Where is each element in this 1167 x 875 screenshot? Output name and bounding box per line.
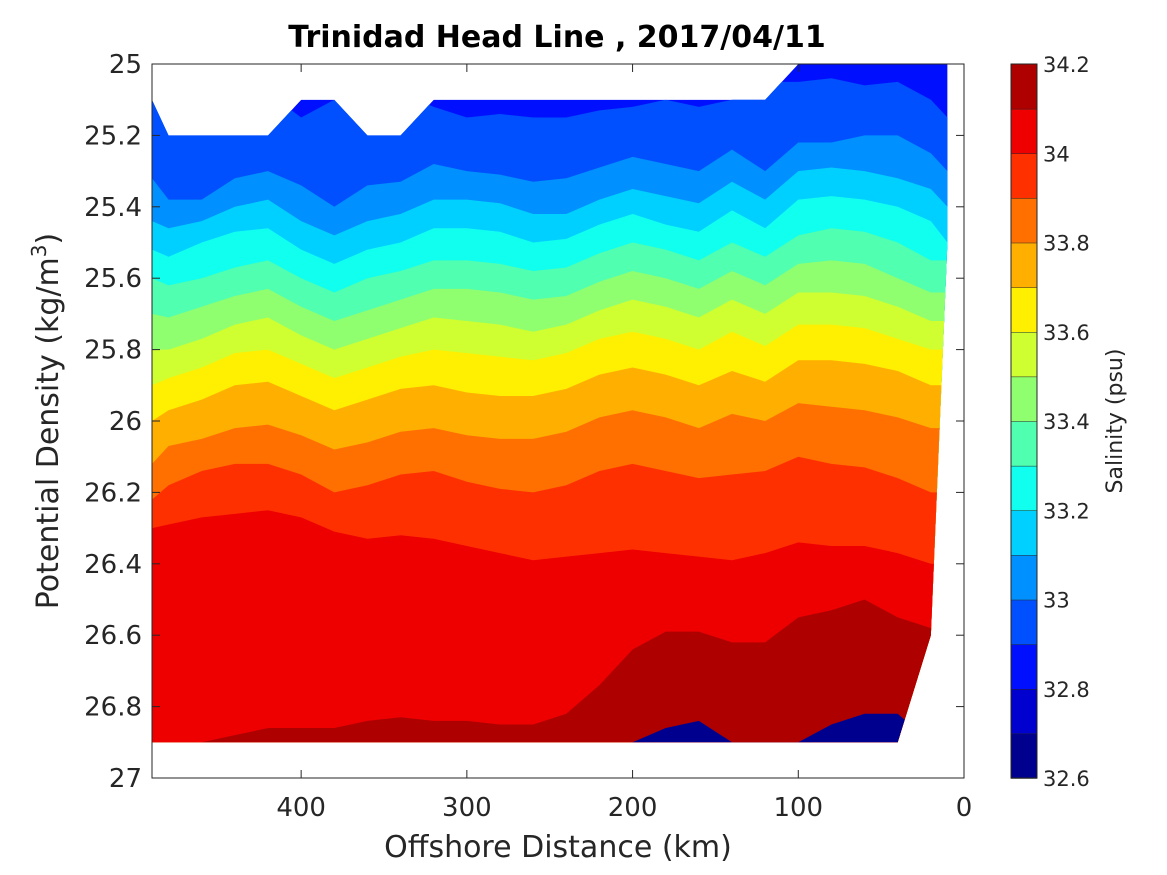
contour-band-34.1 [152, 599, 948, 743]
colorbar-swatch-33.8 [1010, 197, 1038, 244]
colorbar-swatch-33.6 [1010, 286, 1038, 333]
x-tick-label: 400 [276, 793, 326, 823]
y-axis-label: Potential Density (kg/m3) [27, 233, 66, 609]
x-tick-label: 300 [442, 793, 492, 823]
plot-area: 400 300 200 100 0 25 25.2 25.4 25.6 25.8 26 26.2 26… [84, 50, 972, 823]
x-tick-label: 200 [608, 793, 658, 823]
colorbar-swatch-32.9 [1010, 599, 1038, 645]
y-tick-label: 26.4 [84, 550, 142, 580]
y-tick-label: 26.8 [84, 693, 142, 723]
colorbar-swatch-33.9 [1010, 153, 1038, 199]
colorbar-swatch-32.8 [1010, 643, 1038, 690]
colorbar-tick-label: 33.8 [1043, 232, 1090, 256]
y-tick-label: 25.6 [84, 264, 142, 294]
colorbar-tick-label: 33.4 [1043, 410, 1090, 434]
colorbar-swatch-32.6 [1010, 733, 1038, 779]
colorbar-swatches [1010, 63, 1038, 779]
colorbar-swatch-33.1 [1010, 510, 1038, 556]
y-axis-label-suffix: ) [31, 233, 66, 245]
y-tick-label: 26.6 [84, 621, 142, 651]
colorbar-swatch-33.2 [1010, 465, 1038, 511]
colorbar-tick-label: 32.8 [1043, 678, 1090, 702]
colorbar-tick-label: 33.2 [1043, 499, 1090, 523]
colorbar-swatch-33.5 [1010, 331, 1038, 378]
colorbar-swatch-33.3 [1010, 420, 1038, 467]
colorbar-label: Salinity (psu) [1103, 349, 1128, 494]
colorbar-frame [1010, 63, 1038, 779]
x-tick-label: 100 [773, 793, 823, 823]
colorbar-tick-label: 34 [1043, 142, 1070, 166]
colorbar: 32.6 32.8 33 33.2 33.4 33.6 33.8 34 34.2 Salinit… [1010, 53, 1128, 791]
y-tick-label: 25 [109, 50, 142, 80]
y-tick-label: 26 [109, 407, 142, 437]
colorbar-ticks: 32.6 32.8 33 33.2 33.4 33.6 33.8 34 34.2 [1043, 53, 1090, 791]
y-tick-label: 27 [109, 764, 142, 794]
y-tick-label: 25.4 [84, 193, 142, 223]
colorbar-tick-label: 33 [1043, 589, 1070, 613]
x-axis-label: Offshore Distance (km) [384, 830, 732, 865]
colorbar-tick-label: 34.2 [1043, 53, 1090, 77]
x-tick-label: 0 [956, 793, 973, 823]
colorbar-swatch-34.0 [1010, 108, 1038, 154]
contour-bands [152, 64, 948, 743]
colorbar-swatch-33.4 [1010, 376, 1038, 422]
colorbar-tick-label: 33.6 [1043, 321, 1090, 345]
y-axis-label-text: Potential Density (kg/m [31, 257, 66, 609]
colorbar-tick-label: 32.6 [1043, 767, 1090, 791]
y-tick-label: 26.2 [84, 478, 142, 508]
colorbar-swatch-32.7 [1010, 688, 1038, 735]
colorbar-swatch-33.0 [1010, 554, 1038, 601]
y-tick-label: 25.8 [84, 336, 142, 366]
y-tick-label: 25.2 [84, 121, 142, 151]
y-axis-label-superscript: 3 [27, 244, 51, 257]
x-axis-ticks: 400 300 200 100 0 [276, 64, 972, 823]
colorbar-swatch-34.1 [1010, 63, 1038, 110]
colorbar-swatch-33.7 [1010, 242, 1038, 288]
chart-title: Trinidad Head Line , 2017/04/11 [288, 20, 825, 55]
y-axis-ticks: 25 25.2 25.4 25.6 25.8 26 26.2 26.4 26.6 26.8 27 [84, 50, 964, 794]
